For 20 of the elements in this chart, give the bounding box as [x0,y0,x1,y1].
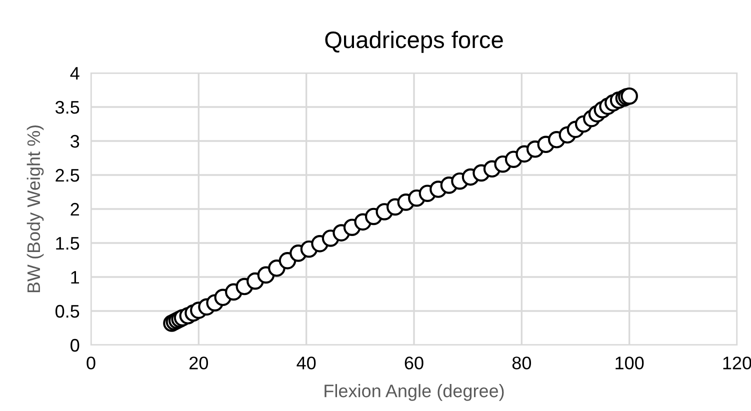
x-tick-label: 80 [512,356,532,370]
y-tick-label: 0.5 [55,304,80,318]
y-tick-label: 2.5 [56,168,80,182]
y-tick-label: 2 [70,202,79,216]
y-axis-title: BW (Body Weight %) [26,125,44,292]
y-tick-label: 3.5 [55,100,80,114]
x-tick-label: 0 [86,356,96,370]
point [620,87,638,105]
y-tick-label: 1 [71,271,80,284]
y-tick-label: 1.5 [56,237,80,250]
y-tick-label: 4 [70,67,80,80]
x-axis-title: Flexion Angle (degree) [324,384,504,401]
y-tick-label: 3 [70,134,80,148]
chart-title: Quadriceps force [325,30,503,53]
x-tick-label: 40 [296,356,316,370]
x-tick-label: 20 [190,356,208,370]
x-tick-label: 120 [723,356,751,370]
y-tick-label: 0 [70,338,80,352]
x-tick-label: 60 [404,356,424,370]
x-tick-label: 100 [616,356,644,370]
